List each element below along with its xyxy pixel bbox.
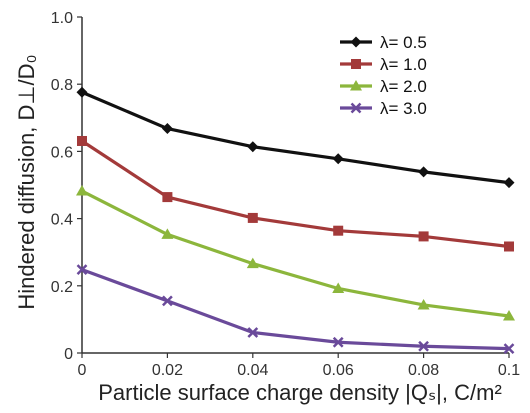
- data-point: [247, 327, 259, 338]
- data-point: [161, 228, 174, 239]
- series-line: [81, 268, 510, 351]
- x-tick-label: 0.02: [152, 362, 183, 379]
- legend-item: λ= 0.5: [340, 33, 427, 52]
- data-point: [162, 192, 173, 203]
- x-tick-label: 0.04: [237, 362, 268, 379]
- y-tick-label: 1.0: [51, 10, 73, 27]
- legend-marker: [350, 80, 362, 91]
- data-point: [503, 310, 515, 321]
- legend: λ= 0.5 λ= 1.0 λ= 2.0 λ= 3.0: [340, 33, 427, 118]
- legend-item: λ= 1.0: [340, 55, 427, 74]
- series-3: [76, 185, 515, 321]
- series-4: [76, 264, 515, 355]
- x-tick-label: 0.06: [323, 362, 354, 379]
- data-point: [332, 336, 344, 348]
- data-point: [246, 257, 259, 269]
- series-1: [76, 86, 515, 189]
- x-axis-title: Particle surface charge density |Qₛ|, C/…: [98, 380, 502, 405]
- y-axis-title: Hindered diffusion, D⊥/D₀: [14, 54, 39, 309]
- x-ticks: 0 0.02 0.04 0.06 0.08 0.1: [78, 353, 520, 379]
- y-tick-label: 0: [64, 346, 73, 363]
- data-point: [76, 185, 88, 196]
- x-tick-label: 0.08: [408, 362, 439, 379]
- data-point: [417, 298, 430, 310]
- data-point: [504, 241, 514, 252]
- data-point: [332, 282, 345, 293]
- x-tick-label: 0.1: [498, 362, 520, 379]
- x-tick-label: 0: [78, 362, 87, 379]
- series-line: [81, 189, 510, 318]
- data-point: [247, 141, 259, 153]
- y-ticks: 0 0.2 0.4 0.6 0.8 1.0: [51, 10, 82, 363]
- data-point: [333, 225, 344, 236]
- y-tick-label: 0.4: [51, 212, 73, 229]
- data-point: [247, 212, 258, 223]
- data-point: [418, 231, 429, 242]
- series-2: [77, 135, 514, 252]
- legend-label: λ= 1.0: [380, 55, 427, 74]
- data-point: [162, 295, 173, 307]
- legend-marker: [350, 36, 362, 48]
- data-point: [503, 177, 515, 189]
- y-tick-label: 0.6: [51, 144, 73, 161]
- legend-label: λ= 0.5: [380, 33, 427, 52]
- series-group: [76, 86, 515, 355]
- y-tick-label: 0.8: [51, 77, 73, 94]
- legend-label: λ= 3.0: [380, 99, 427, 118]
- data-point: [418, 166, 430, 178]
- data-point: [161, 123, 173, 135]
- series-line: [81, 139, 510, 249]
- series-line: [81, 90, 510, 185]
- data-point: [418, 340, 429, 352]
- data-point: [332, 153, 344, 165]
- data-point: [76, 86, 88, 98]
- data-point: [77, 135, 87, 146]
- y-tick-label: 0.2: [51, 279, 73, 296]
- data-point: [503, 343, 515, 355]
- legend-item: λ= 3.0: [340, 99, 427, 118]
- data-point: [76, 264, 88, 276]
- legend-label: λ= 2.0: [380, 77, 427, 96]
- legend-item: λ= 2.0: [340, 77, 427, 96]
- legend-marker: [351, 59, 361, 69]
- legend-marker: [350, 102, 362, 114]
- axes: [81, 17, 509, 354]
